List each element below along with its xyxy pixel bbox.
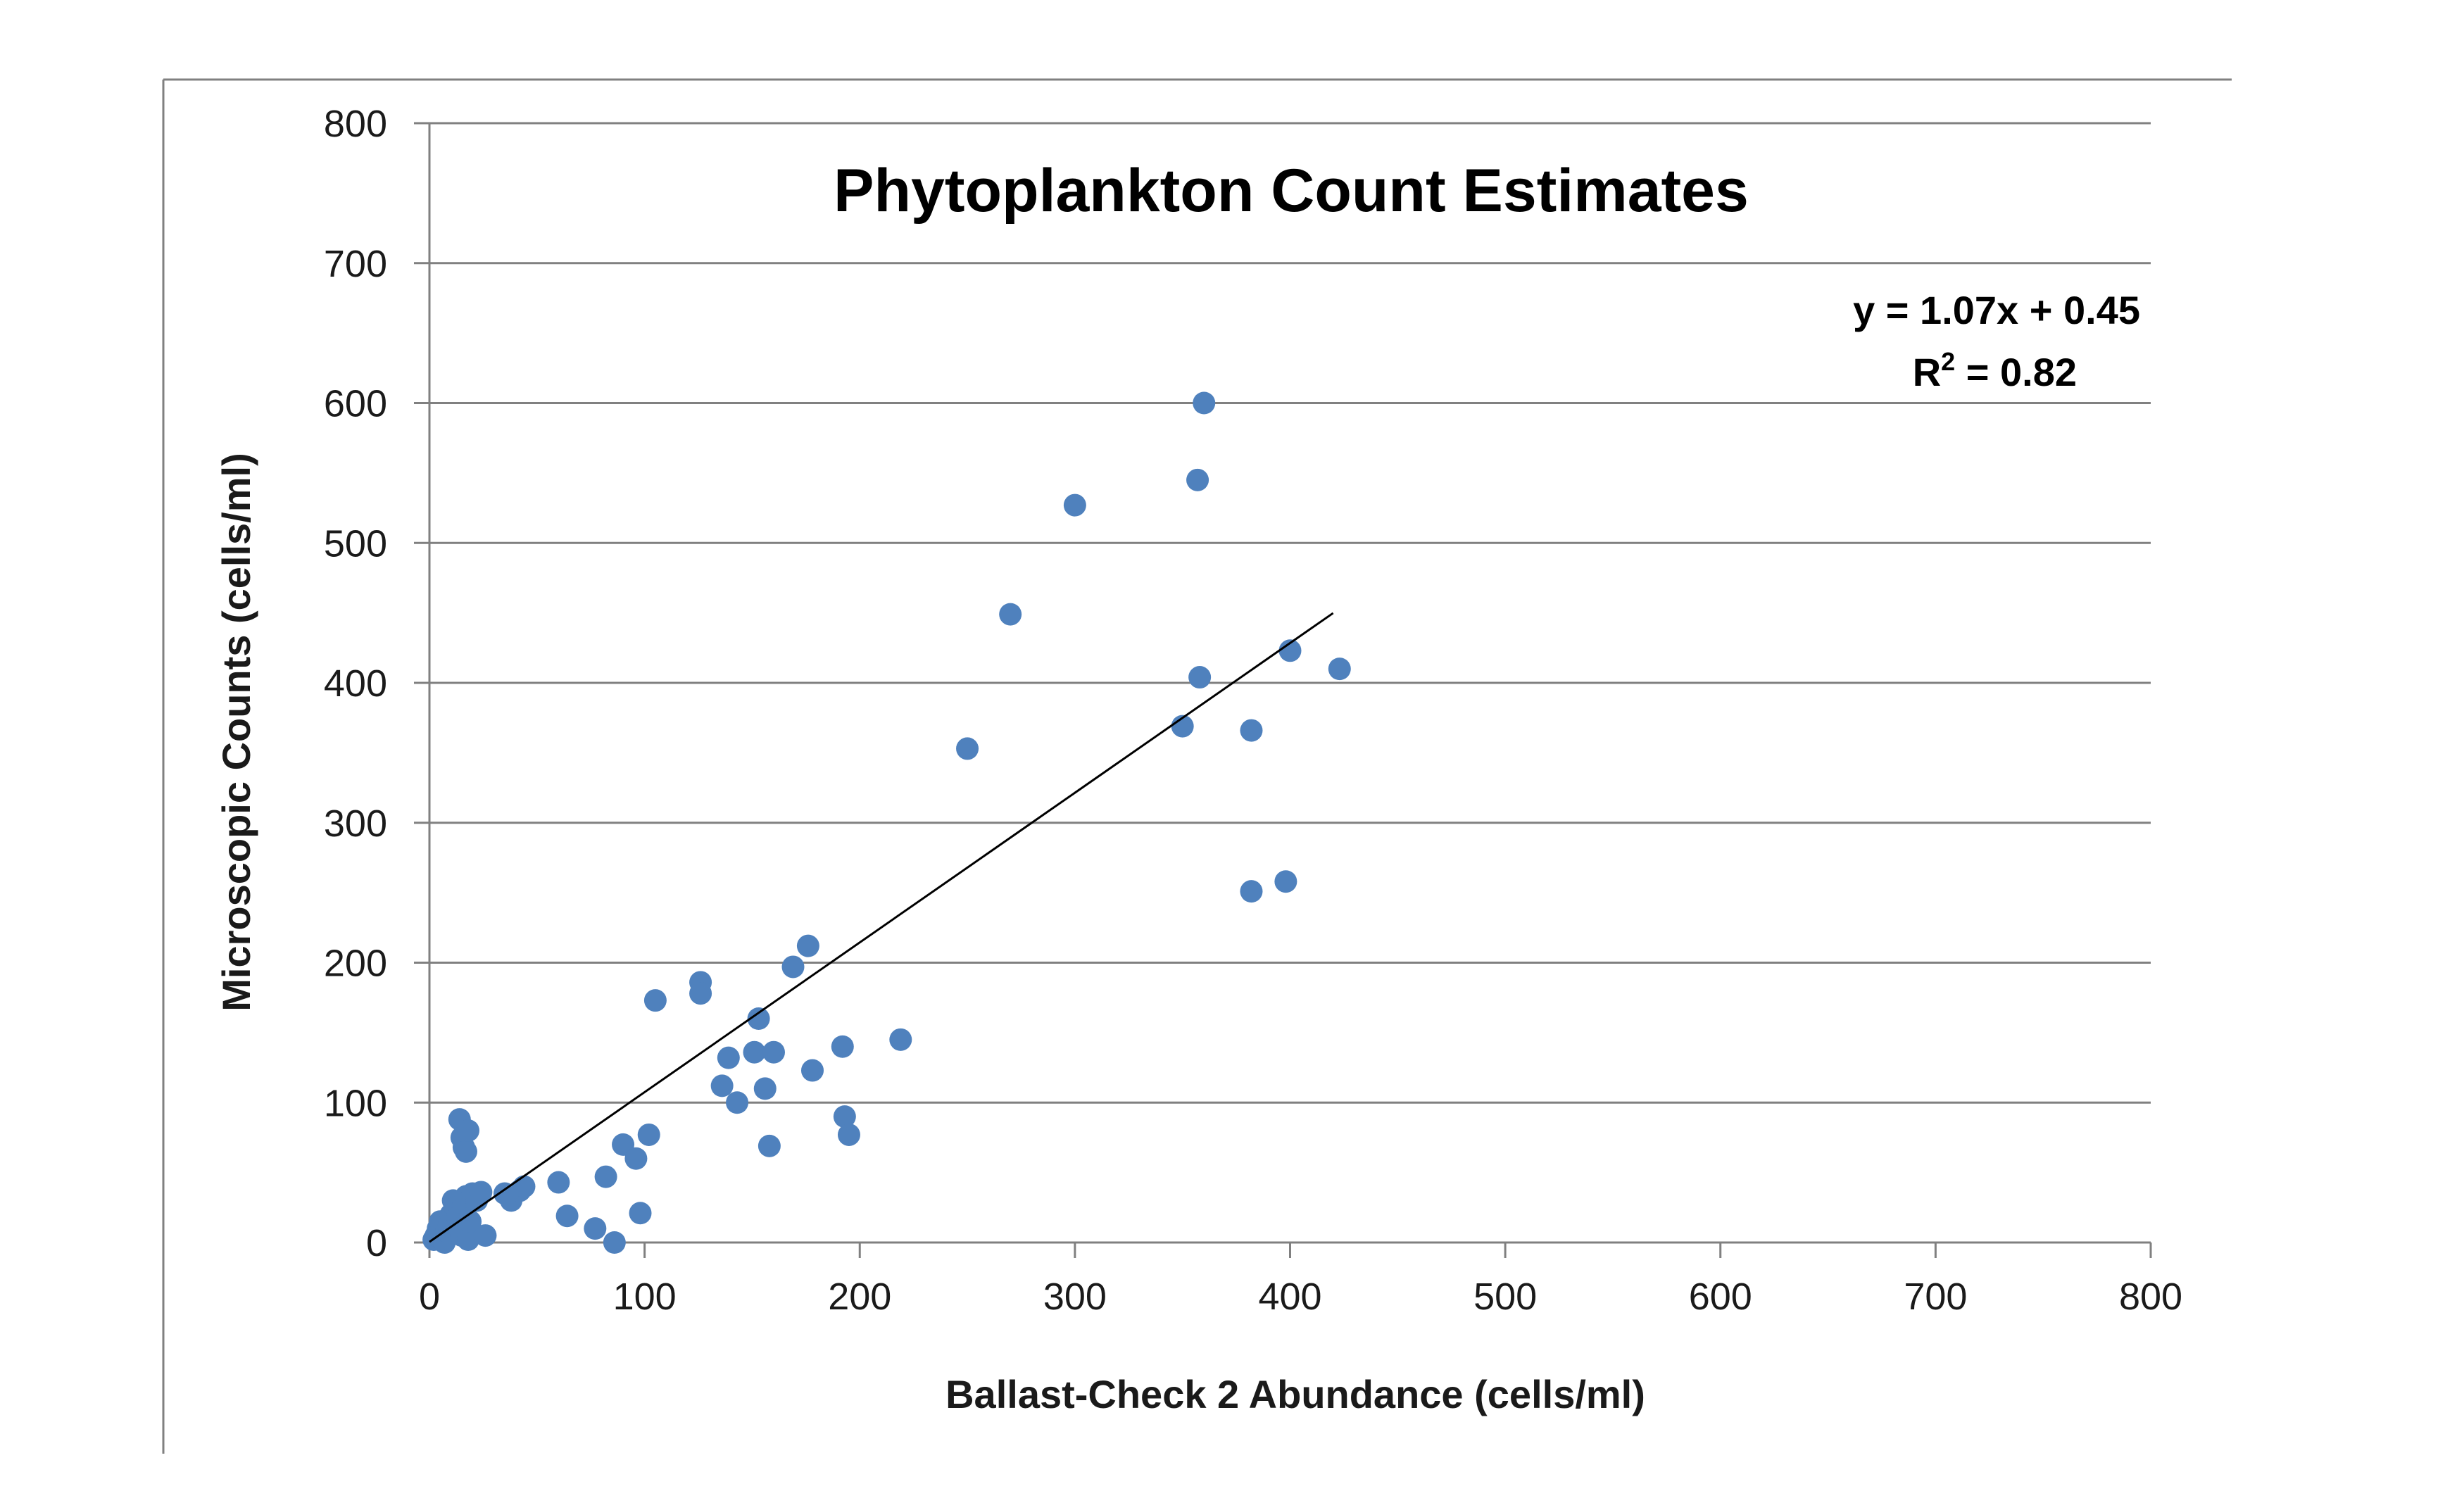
x-axis-title: Ballast-Check 2 Abundance (cells/ml) [945,1372,1645,1416]
x-tick-label: 800 [2119,1276,2182,1318]
x-tick-label: 500 [1473,1276,1537,1318]
y-tick-label: 300 [324,803,387,845]
data-point [796,934,819,957]
chart-title: Phytoplankton Count Estimates [834,157,1749,225]
trendline [429,612,1334,1243]
data-point [555,1204,579,1228]
data-point [801,1059,824,1082]
data-point [547,1171,570,1194]
data-point [1188,666,1212,689]
data-point [459,1210,482,1233]
x-tick-label: 400 [1258,1276,1321,1318]
data-point [643,989,667,1012]
data-point [956,737,979,760]
y-gridlines [429,122,2151,1104]
data-point [594,1165,617,1188]
data-point [584,1217,607,1240]
data-point [743,1040,766,1064]
y-tick-label: 500 [324,522,387,565]
x-tick-label: 300 [1043,1276,1107,1318]
data-point [454,1140,477,1163]
data-point [762,1040,785,1064]
y-tick-labels: 0 100 200 300 400 500 600 700 800 [324,103,387,1264]
data-point [781,955,805,979]
x-tick-label: 100 [613,1276,677,1318]
data-point [1193,391,1216,415]
r-squared-prefix: R [1913,350,1941,394]
y-tick-label: 0 [366,1222,387,1264]
data-point [726,1091,749,1114]
data-point [889,1028,912,1051]
data-point [470,1181,493,1204]
r-squared-exponent: 2 [1941,347,1955,376]
x-tick-labels: 0 100 200 300 400 500 600 700 800 [419,1276,2182,1318]
trendline-group [429,612,1334,1243]
y-tick-label: 200 [324,943,387,985]
data-point [999,603,1022,626]
x-tick-label: 0 [419,1276,440,1318]
data-point [513,1175,536,1198]
data-point [831,1035,854,1058]
data-point [1274,870,1297,893]
data-point [689,982,712,1005]
y-tick-label: 700 [324,243,387,285]
y-tick-label: 100 [324,1082,387,1124]
data-point [1186,468,1209,491]
y-tick-label: 400 [324,662,387,705]
axes [414,122,2152,1258]
data-point [1240,880,1263,903]
data-point [603,1231,626,1254]
data-point [1328,658,1351,681]
data-point [624,1147,648,1170]
data-point [1063,493,1086,517]
x-tick-label: 700 [1904,1276,1967,1318]
data-point [637,1123,660,1146]
data-point [833,1105,856,1128]
data-point [753,1077,777,1100]
r-squared-label: R2 = 0.82 [1913,347,2077,394]
data-point [474,1224,497,1247]
data-point [837,1123,860,1146]
data-point [457,1228,480,1252]
y-tick-label: 600 [324,383,387,425]
data-point [1278,639,1302,662]
data-point [457,1119,480,1142]
y-tick-label: 800 [324,103,387,145]
data-point [758,1134,781,1157]
x-tick-label: 200 [828,1276,891,1318]
data-point [1240,719,1263,742]
trendline-equation: y = 1.07x + 0.45 [1853,288,2140,332]
data-point [710,1074,734,1097]
data-point [717,1046,740,1069]
r-squared-value: = 0.82 [1955,350,2077,394]
data-point [747,1007,770,1030]
data-point [629,1202,652,1225]
y-axis-title: Microscopic Counts (cells/ml) [214,453,258,1012]
x-tick-label: 600 [1689,1276,1752,1318]
data-points [422,391,1351,1254]
